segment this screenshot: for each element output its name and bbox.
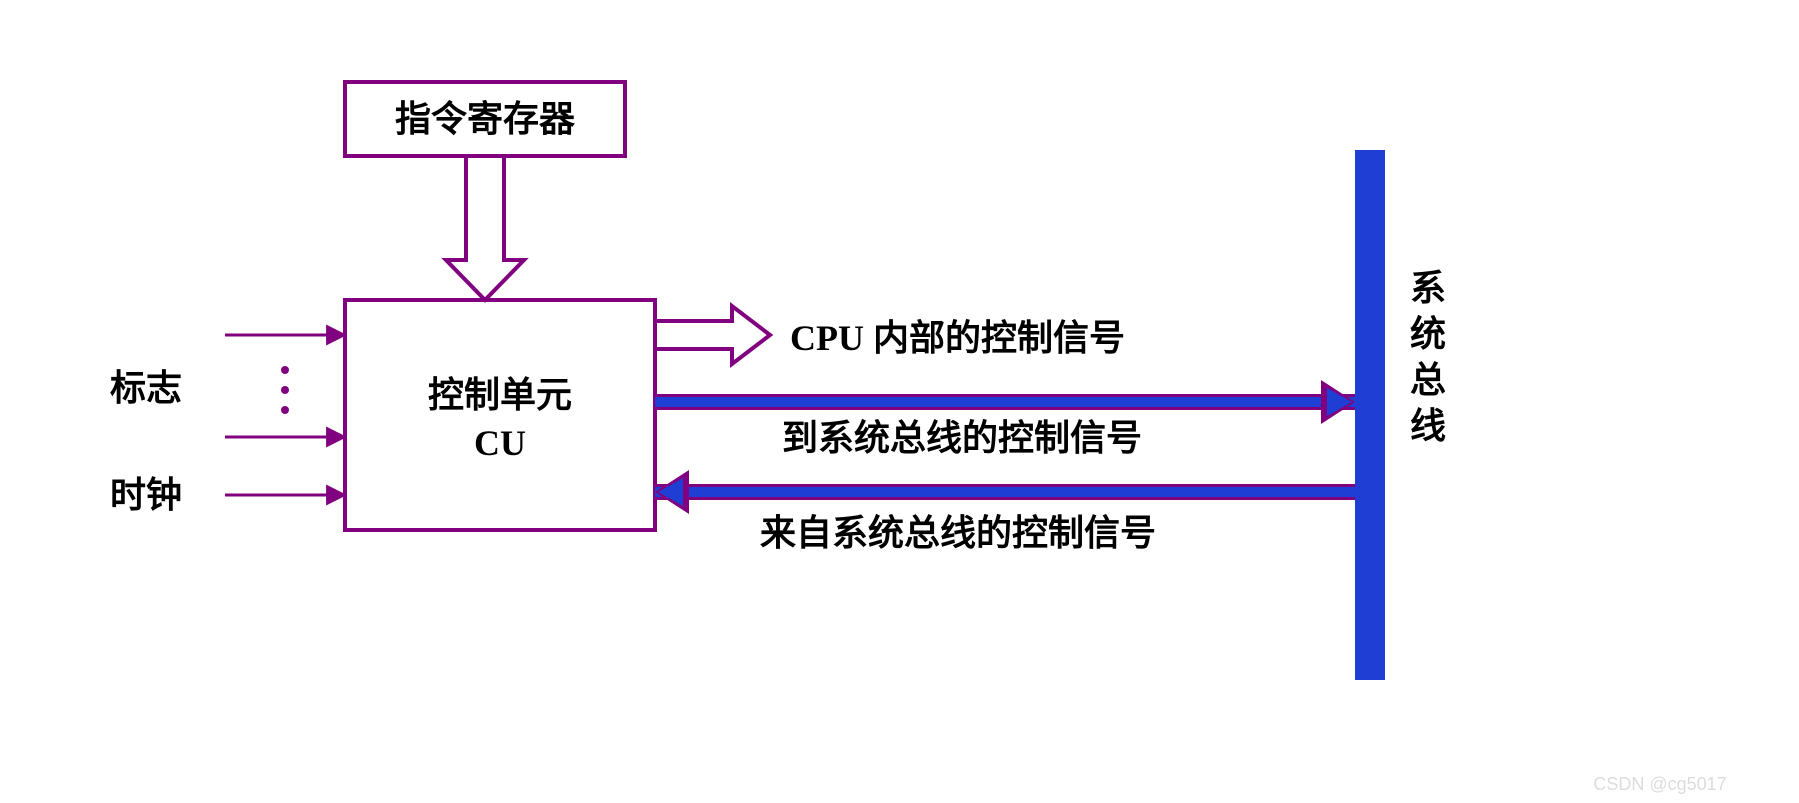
cpu-signal-label: CPU 内部的控制信号 <box>790 318 1125 358</box>
cu-diagram: 系统总线 指令寄存器 控制单元 CU 标志 时钟 CPU 内部的控制信号 到系统… <box>0 0 1799 803</box>
watermark: CSDN @cg5017 <box>1593 774 1726 794</box>
instruction-register-label: 指令寄存器 <box>395 99 576 139</box>
system-bus-label: 系统总线 <box>1410 268 1446 446</box>
control-unit-label-2: CU <box>474 423 526 463</box>
svg-text:线: 线 <box>1410 406 1446 446</box>
system-bus-bar <box>1355 150 1385 680</box>
control-unit-box <box>345 300 655 530</box>
clock-label: 时钟 <box>110 475 182 515</box>
from-bus-arrow <box>655 470 1355 514</box>
to-bus-label: 到系统总线的控制信号 <box>782 418 1142 458</box>
control-unit-label-1: 控制单元 <box>428 375 572 415</box>
flags-label: 标志 <box>110 368 182 408</box>
svg-text:系: 系 <box>1410 268 1446 308</box>
svg-text:统: 统 <box>1410 314 1446 354</box>
svg-text:总: 总 <box>1410 360 1446 400</box>
cpu-internal-signal-arrow <box>655 306 770 364</box>
ellipsis-dots <box>281 366 289 414</box>
ir-to-cu-arrow <box>446 156 524 300</box>
from-bus-label: 来自系统总线的控制信号 <box>760 513 1156 553</box>
